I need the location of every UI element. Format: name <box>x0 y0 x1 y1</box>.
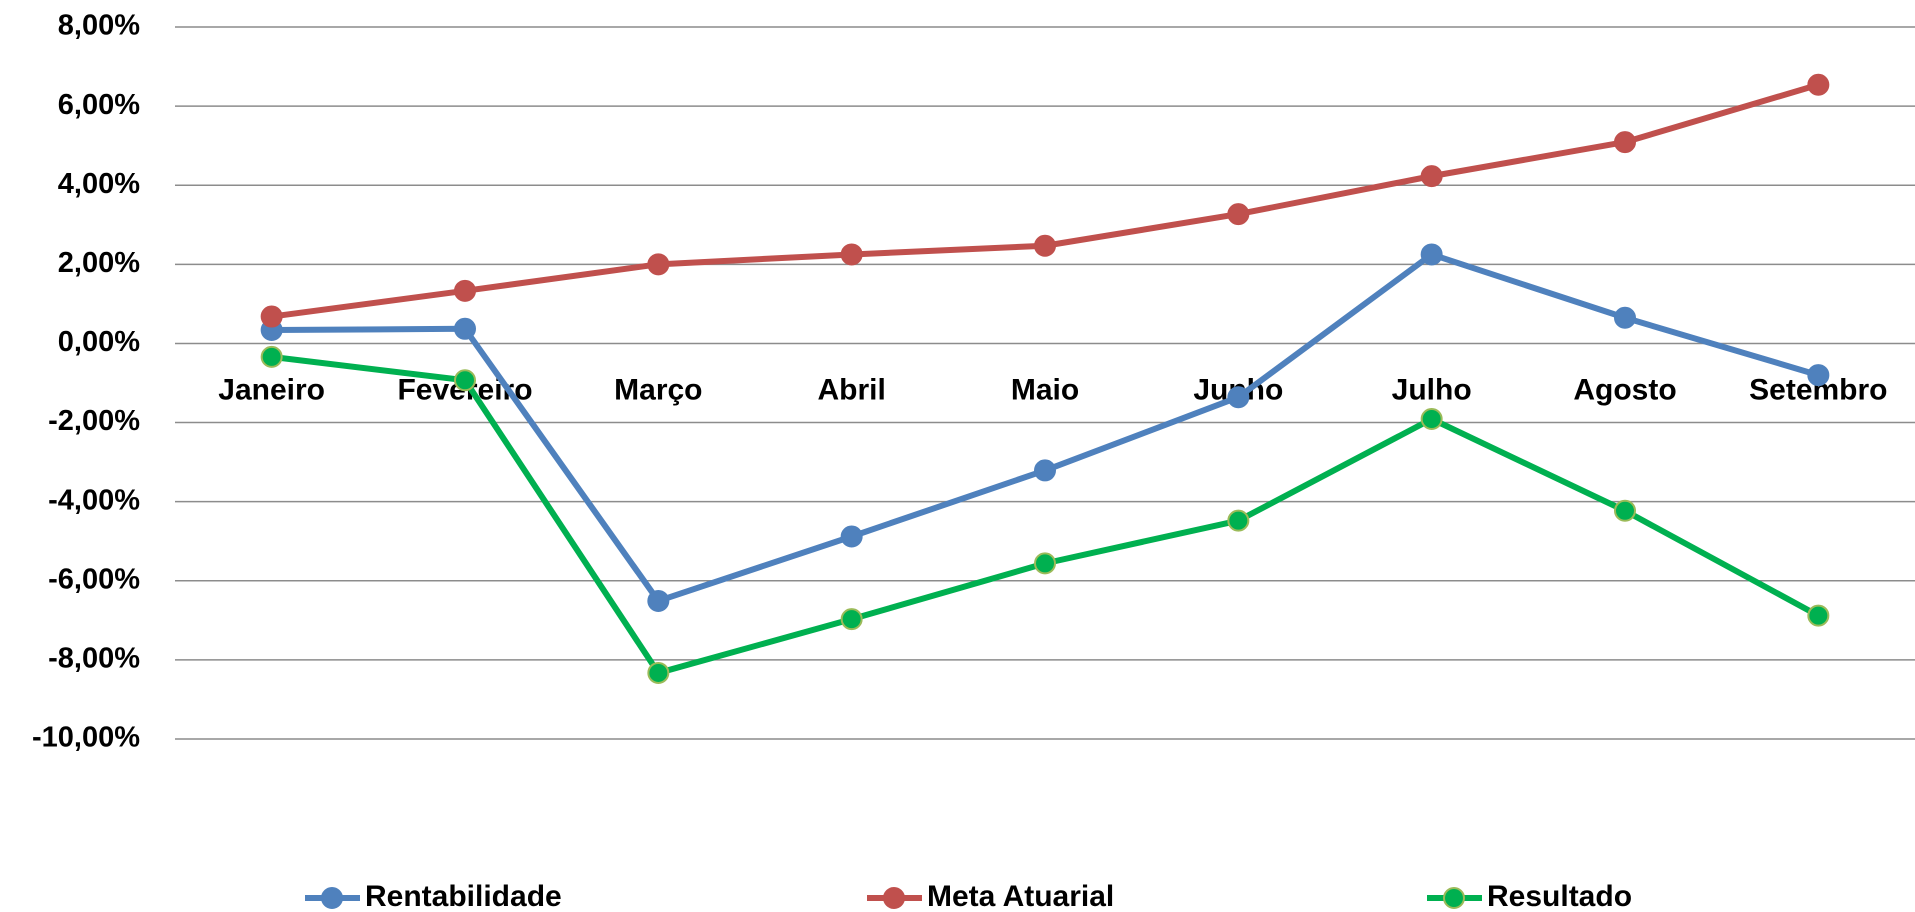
data-point <box>647 253 670 276</box>
data-point <box>1614 306 1636 329</box>
data-point <box>1807 364 1830 387</box>
data-point <box>1420 407 1443 430</box>
y-tick-label: 6,00% <box>58 89 140 121</box>
y-tick-label: 2,00% <box>58 247 140 279</box>
legend-label: Rentabilidade <box>365 880 562 912</box>
data-point <box>454 279 476 302</box>
data-point <box>840 243 863 266</box>
x-tick-label: Março <box>614 373 702 406</box>
data-point <box>1227 509 1250 532</box>
data-point <box>840 525 863 548</box>
y-tick-label: -4,00% <box>48 484 140 516</box>
data-point <box>1420 165 1443 188</box>
data-point <box>647 589 670 612</box>
series-line <box>271 81 1820 320</box>
data-point <box>1227 203 1250 226</box>
data-point <box>1420 243 1443 266</box>
data-point <box>647 661 670 684</box>
x-tick-label: Janeiro <box>218 373 325 406</box>
legend-label: Meta Atuarial <box>927 880 1114 912</box>
y-tick-label: 4,00% <box>58 168 140 200</box>
data-point <box>260 345 283 368</box>
x-tick-label: Julho <box>1392 373 1472 406</box>
data-point <box>454 369 476 392</box>
data-point <box>1807 604 1830 627</box>
x-tick-label: Agosto <box>1573 373 1676 406</box>
y-tick-label: -2,00% <box>48 405 140 437</box>
y-tick-label: -10,00% <box>32 722 140 754</box>
series-line <box>271 251 1820 604</box>
data-point <box>1034 552 1056 575</box>
legend-marker <box>883 887 905 909</box>
y-tick-label: 0,00% <box>58 326 140 358</box>
data-point <box>1034 234 1056 257</box>
legend-marker <box>1443 887 1465 909</box>
legend-marker <box>321 887 343 909</box>
x-tick-label: Abril <box>817 373 885 406</box>
y-tick-label: -6,00% <box>48 563 140 595</box>
y-tick-label: -8,00% <box>48 643 140 675</box>
data-point <box>1807 73 1830 96</box>
data-point <box>1034 459 1056 482</box>
legend-label: Resultado <box>1487 880 1632 912</box>
data-point <box>1614 499 1636 522</box>
y-tick-label: 8,00% <box>58 10 140 42</box>
data-point <box>1614 131 1636 154</box>
data-point <box>454 317 476 340</box>
data-point <box>260 305 283 328</box>
data-point <box>1227 386 1250 409</box>
x-tick-label: Maio <box>1011 373 1079 406</box>
data-point <box>840 608 863 631</box>
